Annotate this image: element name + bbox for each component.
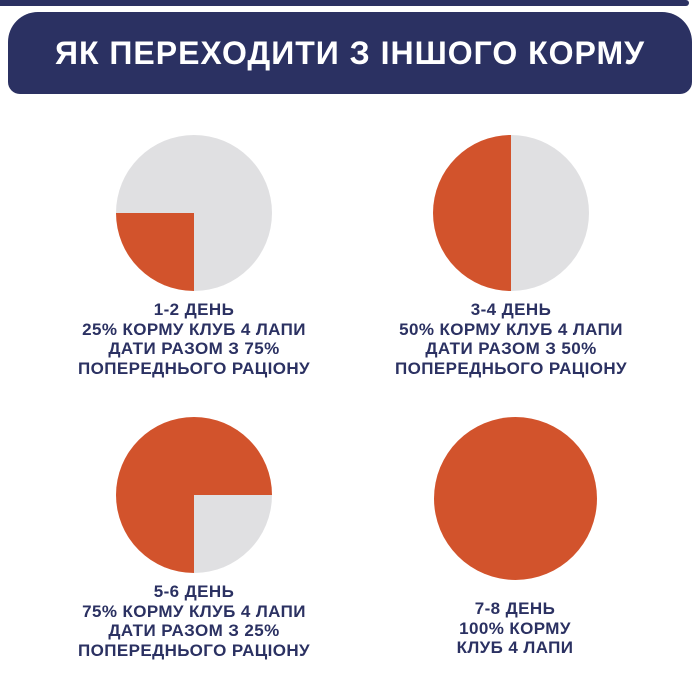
pie-caption: 7-8 ДЕНЬ 100% КОРМУ КЛУБ 4 ЛАПИ (457, 599, 574, 658)
caption-line: КЛУБ 4 ЛАПИ (456, 638, 574, 657)
transition-step-card-day-7-8: 7-8 ДЕНЬ 100% КОРМУ КЛУБ 4 ЛАПИ (364, 417, 666, 658)
pie-caption: 3-4 ДЕНЬ 50% КОРМУ КЛУБ 4 ЛАПИ ДАТИ РАЗО… (395, 300, 627, 378)
caption-line: 100% КОРМУ (459, 618, 571, 638)
transition-step-card-day-5-6: 5-6 ДЕНЬ 75% КОРМУ КЛУБ 4 ЛАПИ ДАТИ РАЗО… (43, 417, 345, 660)
day-range-label: 5-6 ДЕНЬ (153, 582, 235, 601)
caption-line: ПОПЕРЕДНЬОГО РАЦІОНУ (78, 358, 310, 378)
top-edge-strip (0, 0, 689, 6)
transition-step-card-day-1-2: 1-2 ДЕНЬ 25% КОРМУ КЛУБ 4 ЛАПИ ДАТИ РАЗО… (43, 135, 345, 378)
pie-chart-day-3-4 (433, 135, 589, 291)
caption-line: ПОПЕРЕДНЬОГО РАЦІОНУ (78, 640, 310, 660)
caption-line: 75% КОРМУ КЛУБ 4 ЛАПИ (82, 601, 306, 621)
transition-step-card-day-3-4: 3-4 ДЕНЬ 50% КОРМУ КЛУБ 4 ЛАПИ ДАТИ РАЗО… (360, 135, 662, 378)
day-range-label: 1-2 ДЕНЬ (153, 300, 235, 319)
caption-line: 25% КОРМУ КЛУБ 4 ЛАПИ (82, 319, 306, 339)
pie-chart-day-1-2 (116, 135, 272, 291)
pie-chart-day-5-6 (116, 417, 272, 573)
day-range-label: 7-8 ДЕНЬ (474, 599, 556, 618)
day-range-label: 3-4 ДЕНЬ (470, 300, 552, 319)
pie-chart-day-7-8 (433, 417, 597, 580)
caption-line: ДАТИ РАЗОМ З 75% (108, 339, 280, 358)
caption-line: ПОПЕРЕДНЬОГО РАЦІОНУ (395, 358, 627, 378)
caption-line: ДАТИ РАЗОМ З 50% (425, 339, 597, 358)
pie-caption: 1-2 ДЕНЬ 25% КОРМУ КЛУБ 4 ЛАПИ ДАТИ РАЗО… (78, 300, 310, 378)
caption-line: ДАТИ РАЗОМ З 25% (108, 621, 280, 640)
page-title: ЯК ПЕРЕХОДИТИ З ІНШОГО КОРМУ (54, 34, 646, 71)
title-banner: ЯК ПЕРЕХОДИТИ З ІНШОГО КОРМУ (8, 12, 692, 94)
caption-line: 50% КОРМУ КЛУБ 4 ЛАПИ (399, 319, 623, 339)
pie-caption: 5-6 ДЕНЬ 75% КОРМУ КЛУБ 4 ЛАПИ ДАТИ РАЗО… (78, 582, 310, 660)
